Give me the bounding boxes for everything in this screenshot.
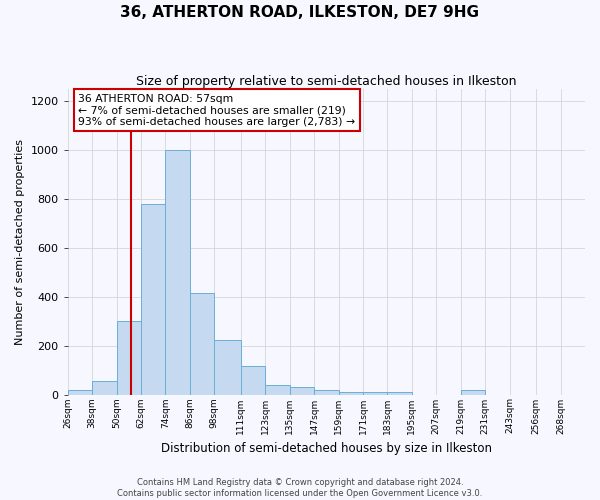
Bar (241, 366, 265, 394)
Text: 36, ATHERTON ROAD, ILKESTON, DE7 9HG: 36, ATHERTON ROAD, ILKESTON, DE7 9HG (121, 5, 479, 20)
X-axis label: Distribution of semi-detached houses by size in Ilkeston: Distribution of semi-detached houses by … (161, 442, 492, 455)
Bar (190, 293, 214, 394)
Bar (166, 150, 190, 394)
Bar (290, 386, 314, 394)
Bar (314, 390, 338, 394)
Bar (92, 381, 116, 394)
Title: Size of property relative to semi-detached houses in Ilkeston: Size of property relative to semi-detach… (136, 75, 517, 88)
Bar (265, 385, 290, 394)
Y-axis label: Number of semi-detached properties: Number of semi-detached properties (15, 139, 25, 345)
Text: 36 ATHERTON ROAD: 57sqm
← 7% of semi-detached houses are smaller (219)
93% of se: 36 ATHERTON ROAD: 57sqm ← 7% of semi-det… (78, 94, 355, 127)
Text: Contains HM Land Registry data © Crown copyright and database right 2024.
Contai: Contains HM Land Registry data © Crown c… (118, 478, 482, 498)
Bar (338, 392, 363, 394)
Bar (116, 321, 141, 394)
Bar (68, 390, 92, 394)
Bar (141, 204, 166, 394)
Bar (363, 392, 388, 394)
Bar (461, 390, 485, 394)
Bar (214, 340, 241, 394)
Bar (388, 392, 412, 394)
